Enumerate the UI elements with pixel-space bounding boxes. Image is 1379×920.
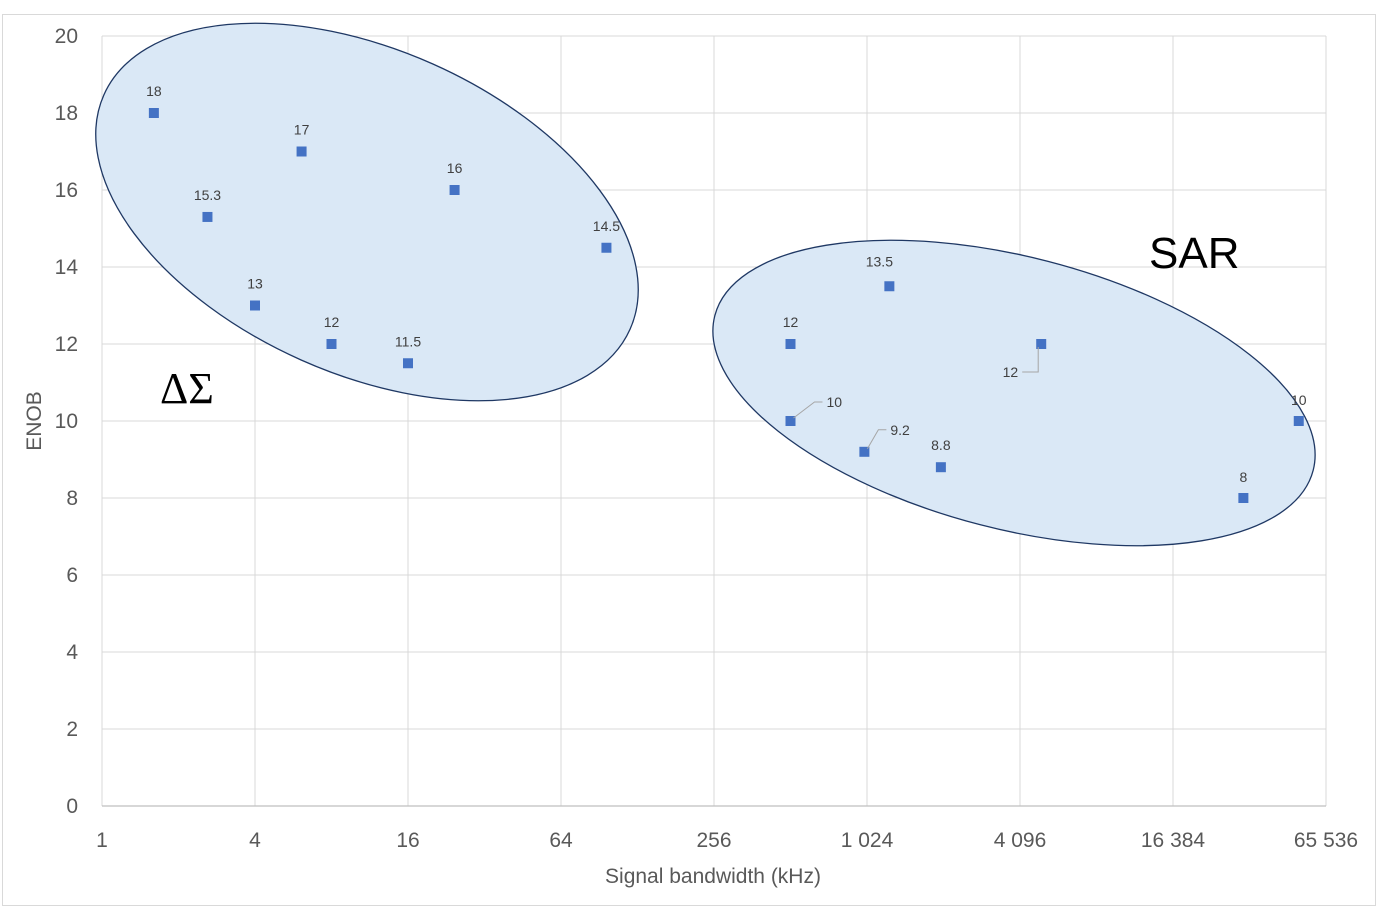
data-point (296, 146, 307, 157)
delta-sigma-label: ΔΣ (160, 364, 214, 413)
leader-line (793, 401, 823, 419)
data-label: 14.5 (593, 218, 620, 234)
data-point (449, 185, 460, 195)
x-tick-label: 16 (396, 829, 419, 852)
data-label: 16 (447, 160, 463, 176)
data-point (935, 462, 946, 473)
x-tick-label: 1 (96, 829, 108, 852)
y-tick-label: 14 (55, 256, 79, 279)
data-point (884, 281, 895, 292)
data-label: 9.2 (890, 422, 910, 438)
group-ellipses (95, 22, 1316, 547)
y-tick-label: 0 (66, 795, 78, 818)
sar-label: SAR (1149, 229, 1239, 278)
x-tick-label: 1 024 (841, 829, 894, 852)
data-label: 18 (146, 83, 162, 99)
data-point (1036, 339, 1047, 349)
y-tick-label: 2 (66, 718, 78, 741)
x-axis-title: Signal bandwidth (kHz) (605, 865, 821, 888)
data-label: 13.5 (866, 253, 893, 269)
data-label: 10 (827, 394, 843, 410)
data-point (326, 339, 337, 349)
y-tick-label: 8 (66, 487, 78, 510)
data-label: 8.8 (931, 437, 951, 453)
x-tick-label: 256 (696, 829, 731, 852)
leader-line (866, 429, 887, 450)
y-tick-label: 4 (66, 641, 78, 664)
y-tick-label: 18 (55, 102, 78, 125)
data-point (1293, 416, 1304, 426)
y-tick-label: 16 (55, 179, 78, 202)
y-tick-label: 6 (66, 564, 78, 587)
data-point (250, 300, 260, 311)
data-label: 13 (247, 276, 263, 292)
data-point (601, 242, 612, 253)
data-label: 17 (294, 122, 310, 138)
x-tick-label: 65 536 (1294, 829, 1358, 852)
x-tick-label: 64 (549, 829, 573, 852)
sar-ellipse (712, 239, 1316, 547)
x-tick-label: 4 096 (994, 829, 1047, 852)
data-point (859, 446, 870, 457)
x-tick-label: 4 (249, 829, 261, 852)
data-label: 10 (1291, 392, 1307, 408)
data-point (785, 339, 796, 349)
y-tick-label: 10 (55, 410, 78, 433)
y-axis-title: ENOB (23, 391, 46, 451)
data-point (202, 211, 213, 222)
data-point (148, 108, 159, 118)
data-label: 15.3 (194, 187, 221, 203)
data-label: 12 (1003, 364, 1019, 380)
data-point (1238, 493, 1249, 503)
data-label: 11.5 (395, 333, 421, 349)
delta-sigma-ellipse (95, 22, 639, 402)
y-tick-label: 12 (55, 333, 78, 356)
data-label: 12 (324, 314, 340, 330)
data-points (148, 108, 1304, 503)
data-label: 12 (783, 314, 799, 330)
data-point (403, 358, 413, 369)
data-label: 8 (1239, 469, 1247, 485)
data-labels: 18 15.3 13 17 12 11.5 16 14.5 12 10 9.2 13.5 8.8 12 8 1… (146, 83, 1307, 485)
leader-line (1022, 347, 1039, 373)
y-tick-label: 20 (55, 25, 78, 48)
data-point (785, 416, 796, 426)
x-tick-label: 16 384 (1141, 829, 1206, 852)
